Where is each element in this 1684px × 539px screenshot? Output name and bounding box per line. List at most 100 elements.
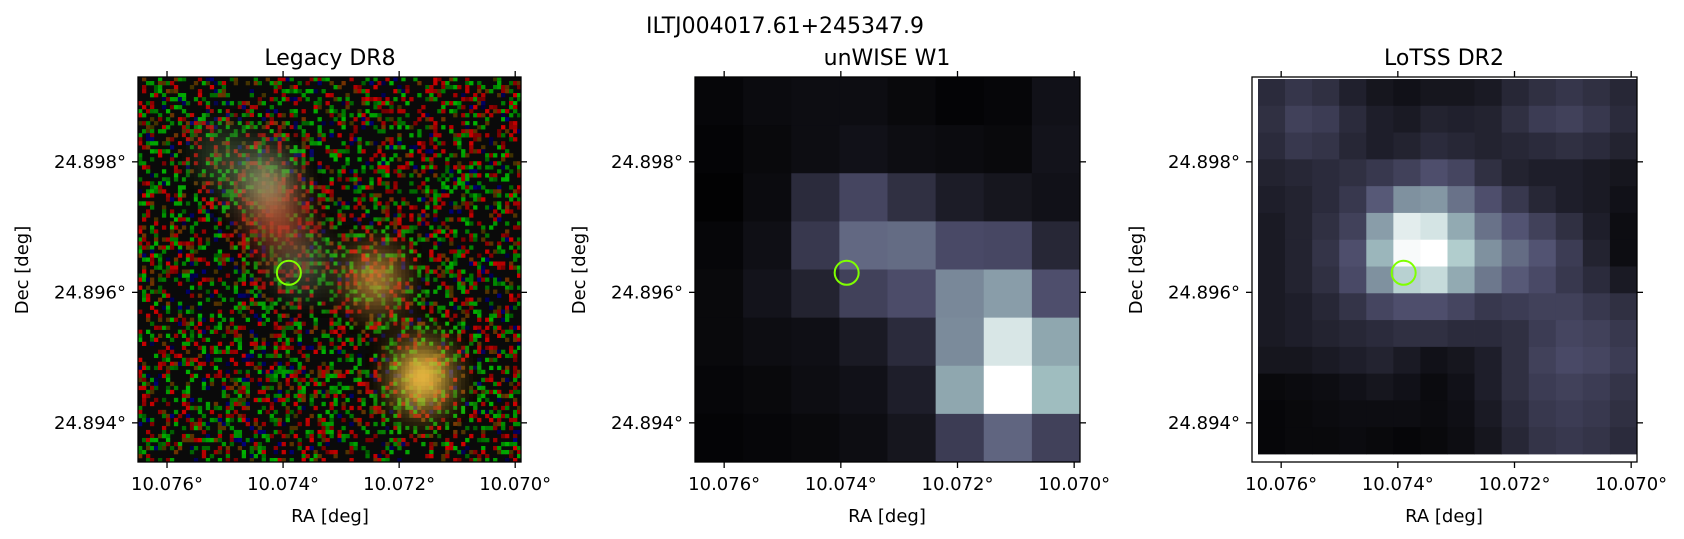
legacy-pixel bbox=[249, 189, 254, 194]
legacy-pixel bbox=[173, 365, 179, 371]
legacy-pixel bbox=[149, 401, 155, 407]
legacy-pixel bbox=[337, 149, 342, 154]
legacy-pixel bbox=[149, 133, 155, 138]
legacy-pixel bbox=[421, 145, 426, 150]
legacy-pixel bbox=[441, 125, 446, 130]
legacy-pixel bbox=[329, 365, 334, 371]
legacy-pixel bbox=[329, 425, 334, 431]
legacy-pixel bbox=[289, 209, 294, 214]
legacy-pixel bbox=[441, 85, 446, 90]
legacy-pixel bbox=[441, 425, 446, 431]
legacy-pixel bbox=[445, 169, 450, 174]
legacy-pixel bbox=[365, 225, 370, 230]
legacy-pixel bbox=[461, 217, 466, 222]
legacy-pixel bbox=[441, 413, 446, 419]
legacy-pixel bbox=[501, 261, 506, 266]
legacy-pixel bbox=[241, 209, 247, 214]
legacy-pixel bbox=[373, 217, 378, 222]
legacy-pixel bbox=[293, 213, 298, 218]
legacy-pixel bbox=[221, 181, 227, 186]
legacy-pixel bbox=[453, 393, 458, 399]
legacy-pixel bbox=[461, 321, 466, 326]
legacy-pixel bbox=[377, 329, 382, 334]
legacy-pixel bbox=[453, 405, 458, 411]
legacy-pixel bbox=[461, 249, 466, 254]
legacy-pixel bbox=[245, 213, 251, 218]
legacy-pixel bbox=[349, 353, 354, 359]
legacy-pixel bbox=[437, 193, 442, 198]
legacy-pixel bbox=[257, 157, 262, 162]
legacy-pixel bbox=[421, 341, 426, 346]
legacy-pixel bbox=[477, 81, 482, 86]
legacy-pixel bbox=[165, 109, 171, 114]
legacy-pixel bbox=[289, 97, 294, 102]
legacy-pixel bbox=[269, 137, 274, 142]
legacy-pixel bbox=[285, 133, 290, 138]
legacy-pixel bbox=[341, 245, 346, 250]
legacy-pixel bbox=[341, 277, 346, 282]
legacy-pixel bbox=[341, 329, 346, 334]
legacy-pixel bbox=[305, 265, 310, 270]
legacy-pixel bbox=[369, 229, 374, 234]
legacy-pixel bbox=[445, 369, 450, 375]
legacy-pixel bbox=[513, 325, 518, 330]
legacy-pixel bbox=[465, 389, 470, 395]
legacy-pixel bbox=[433, 329, 438, 334]
legacy-pixel bbox=[353, 273, 358, 278]
legacy-pixel bbox=[293, 165, 298, 170]
legacy-pixel bbox=[445, 157, 450, 162]
legacy-pixel bbox=[205, 161, 211, 166]
legacy-pixel bbox=[489, 345, 494, 351]
legacy-pixel bbox=[473, 185, 478, 190]
legacy-pixel bbox=[429, 421, 434, 427]
legacy-pixel bbox=[505, 129, 510, 134]
legacy-pixel bbox=[138, 377, 143, 383]
legacy-pixel bbox=[405, 289, 410, 294]
legacy-pixel bbox=[197, 141, 203, 146]
legacy-pixel bbox=[261, 229, 266, 234]
legacy-pixel bbox=[138, 277, 143, 282]
legacy-pixel bbox=[225, 161, 231, 166]
legacy-pixel bbox=[361, 125, 366, 130]
legacy-pixel bbox=[437, 141, 442, 146]
legacy-pixel bbox=[309, 301, 314, 306]
legacy-pixel bbox=[321, 421, 326, 427]
legacy-pixel bbox=[517, 253, 522, 258]
legacy-pixel bbox=[377, 97, 382, 102]
legacy-pixel bbox=[317, 273, 322, 278]
legacy-pixel bbox=[325, 261, 330, 266]
legacy-pixel bbox=[261, 101, 266, 106]
legacy-pixel bbox=[241, 253, 247, 258]
legacy-pixel bbox=[465, 369, 470, 375]
legacy-pixel bbox=[285, 97, 290, 102]
legacy-pixel bbox=[205, 405, 211, 411]
legacy-pixel bbox=[253, 341, 258, 346]
legacy-pixel bbox=[313, 381, 318, 387]
legacy-pixel bbox=[181, 397, 187, 403]
legacy-pixel bbox=[481, 257, 486, 262]
legacy-pixel bbox=[393, 265, 398, 270]
legacy-pixel bbox=[357, 273, 362, 278]
legacy-pixel bbox=[413, 261, 418, 266]
legacy-pixel bbox=[305, 213, 310, 218]
legacy-pixel bbox=[365, 373, 370, 379]
legacy-pixel bbox=[461, 393, 466, 399]
legacy-pixel bbox=[341, 205, 346, 210]
legacy-pixel bbox=[493, 425, 498, 431]
legacy-pixel bbox=[353, 173, 358, 178]
legacy-pixel bbox=[265, 129, 270, 134]
legacy-pixel bbox=[305, 373, 310, 379]
legacy-pixel bbox=[469, 133, 474, 138]
legacy-pixel bbox=[397, 425, 402, 431]
legacy-pixel bbox=[461, 385, 466, 391]
legacy-pixel bbox=[437, 309, 442, 314]
legacy-pixel bbox=[401, 345, 406, 351]
legacy-pixel bbox=[345, 225, 350, 230]
legacy-pixel bbox=[409, 417, 414, 423]
legacy-pixel bbox=[265, 281, 270, 286]
legacy-pixel bbox=[393, 421, 398, 427]
legacy-pixel bbox=[413, 293, 418, 298]
legacy-pixel bbox=[321, 305, 326, 310]
legacy-pixel bbox=[385, 377, 390, 383]
legacy-pixel bbox=[437, 353, 442, 359]
